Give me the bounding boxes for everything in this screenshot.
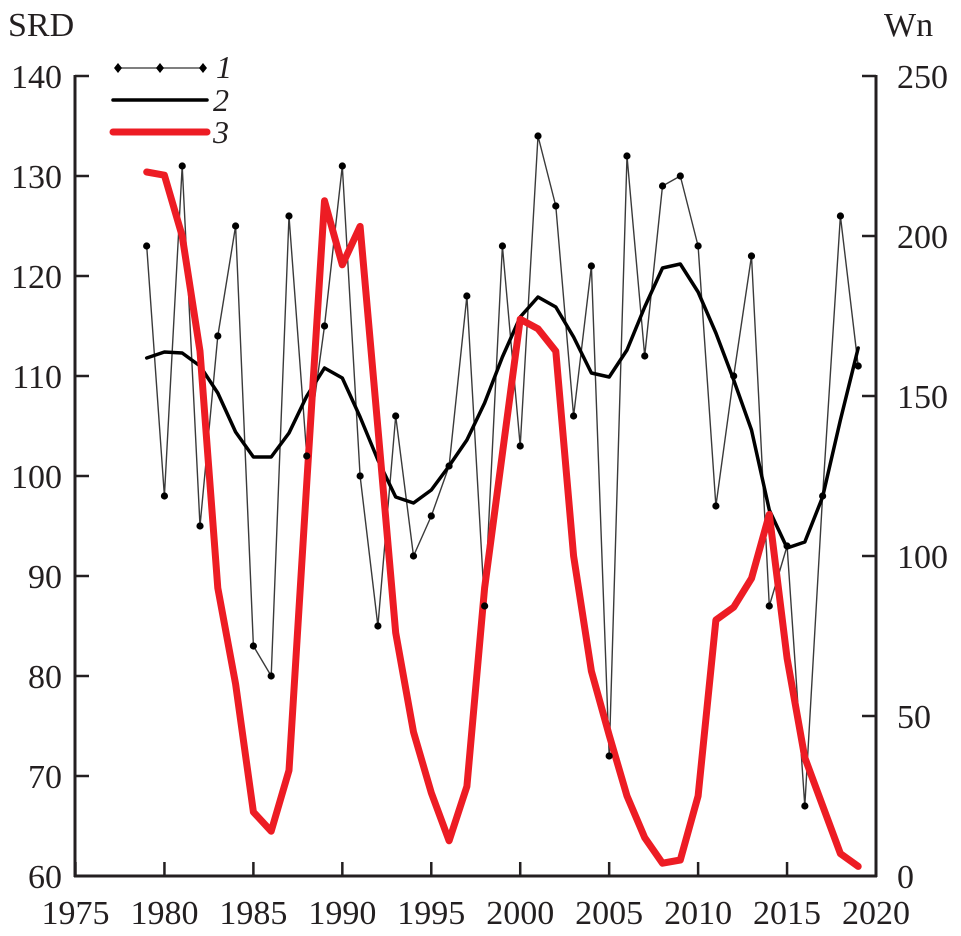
- series-1-point: [765, 602, 773, 610]
- series-1-point: [747, 252, 756, 260]
- legend-diamond-marker-icon: [114, 63, 122, 73]
- series-1-point: [676, 172, 684, 180]
- series-1-point: [587, 262, 595, 270]
- series-1-point: [232, 222, 240, 230]
- y-left-tick-label: 90: [28, 559, 62, 596]
- series-1-point: [374, 622, 382, 630]
- series-1-point: [338, 162, 346, 170]
- series-1-point: [730, 372, 738, 380]
- legend-label-2: 2: [213, 82, 229, 118]
- legend-item-3: 3: [109, 114, 229, 150]
- y-left-tick-label: 110: [12, 359, 62, 396]
- series-1-point: [303, 452, 311, 460]
- series-1-point: [196, 522, 204, 530]
- series-1-point: [552, 202, 560, 210]
- y-right-tick-label: 0: [897, 859, 914, 896]
- legend-diamond-marker-icon: [156, 63, 164, 73]
- series-1-point: [836, 212, 845, 220]
- series-1-point: [214, 332, 222, 340]
- series-1-point: [178, 162, 186, 170]
- series-2-line: [144, 262, 860, 550]
- series-1-point: [445, 462, 453, 470]
- legend-item-1: 1: [114, 49, 232, 85]
- series-1-point: [392, 412, 400, 420]
- ticks: 1975 1980 1985 1990 1995 2000 2005 2010 2015 2020…: [11, 59, 948, 932]
- series-3-line: [143, 168, 862, 870]
- series-1-point: [516, 442, 524, 450]
- x-tick-label: 2005: [575, 895, 643, 932]
- series-1-point: [143, 242, 151, 250]
- series-1-point: [249, 642, 257, 650]
- series-1-point: [481, 602, 489, 610]
- series-1-point: [658, 182, 667, 190]
- x-tick-label: 1985: [219, 895, 287, 932]
- series-1-point: [801, 802, 809, 810]
- axes: [73, 75, 878, 878]
- x-tick-label: 1995: [397, 895, 465, 932]
- legend-label-1: 1: [216, 49, 232, 85]
- series-1-point: [463, 292, 471, 300]
- y-left-tick-label: 130: [11, 159, 62, 196]
- series-1-point: [694, 242, 702, 250]
- series-1-point: [534, 132, 542, 140]
- legend-label-3: 3: [212, 114, 229, 150]
- left-axis-title: SRD: [8, 7, 74, 44]
- y-right-tick-label: 100: [897, 539, 948, 576]
- legend-item-2: 2: [111, 82, 229, 118]
- y-left-tick-label: 100: [11, 459, 62, 496]
- x-tick-label: 2000: [486, 895, 554, 932]
- series-1-point: [623, 152, 631, 160]
- y-left-tick-label: 80: [28, 659, 62, 696]
- series-1-point: [267, 672, 275, 680]
- series-1-point: [160, 492, 169, 500]
- y-right-tick-label: 200: [897, 219, 948, 256]
- series-1-point: [285, 212, 293, 220]
- x-tick-label: 1980: [130, 895, 198, 932]
- series-1-point: [854, 362, 862, 370]
- y-right-tick-label: 150: [897, 379, 948, 416]
- x-tick-label: 2010: [664, 895, 732, 932]
- series-1-point: [569, 412, 578, 420]
- series-1-point: [427, 512, 435, 520]
- x-tick-label: 1975: [42, 895, 110, 932]
- legend: 1 2 3: [109, 49, 232, 150]
- y-left-tick-label: 120: [11, 259, 62, 296]
- y-left-tick-label: 140: [11, 59, 62, 96]
- series-1-point: [498, 242, 507, 250]
- series-1-point: [409, 552, 418, 560]
- series-1-point: [605, 752, 613, 760]
- series-1-point: [712, 502, 720, 510]
- series-1-point: [320, 322, 329, 330]
- series-layer: [143, 132, 862, 870]
- series-1-point: [783, 542, 791, 550]
- y-left-tick-label: 60: [28, 859, 62, 896]
- x-tick-label: 1990: [308, 895, 376, 932]
- series-1-point: [819, 492, 827, 500]
- x-tick-label: 2015: [753, 895, 821, 932]
- y-left-tick-label: 70: [28, 759, 62, 796]
- y-right-tick-label: 250: [897, 59, 948, 96]
- right-axis-title: Wn: [884, 7, 933, 44]
- series-1-point: [641, 352, 649, 360]
- legend-diamond-marker-icon: [199, 63, 207, 73]
- y-right-tick-label: 50: [897, 699, 931, 736]
- series-1-point: [356, 472, 364, 480]
- x-tick-label: 2020: [842, 895, 910, 932]
